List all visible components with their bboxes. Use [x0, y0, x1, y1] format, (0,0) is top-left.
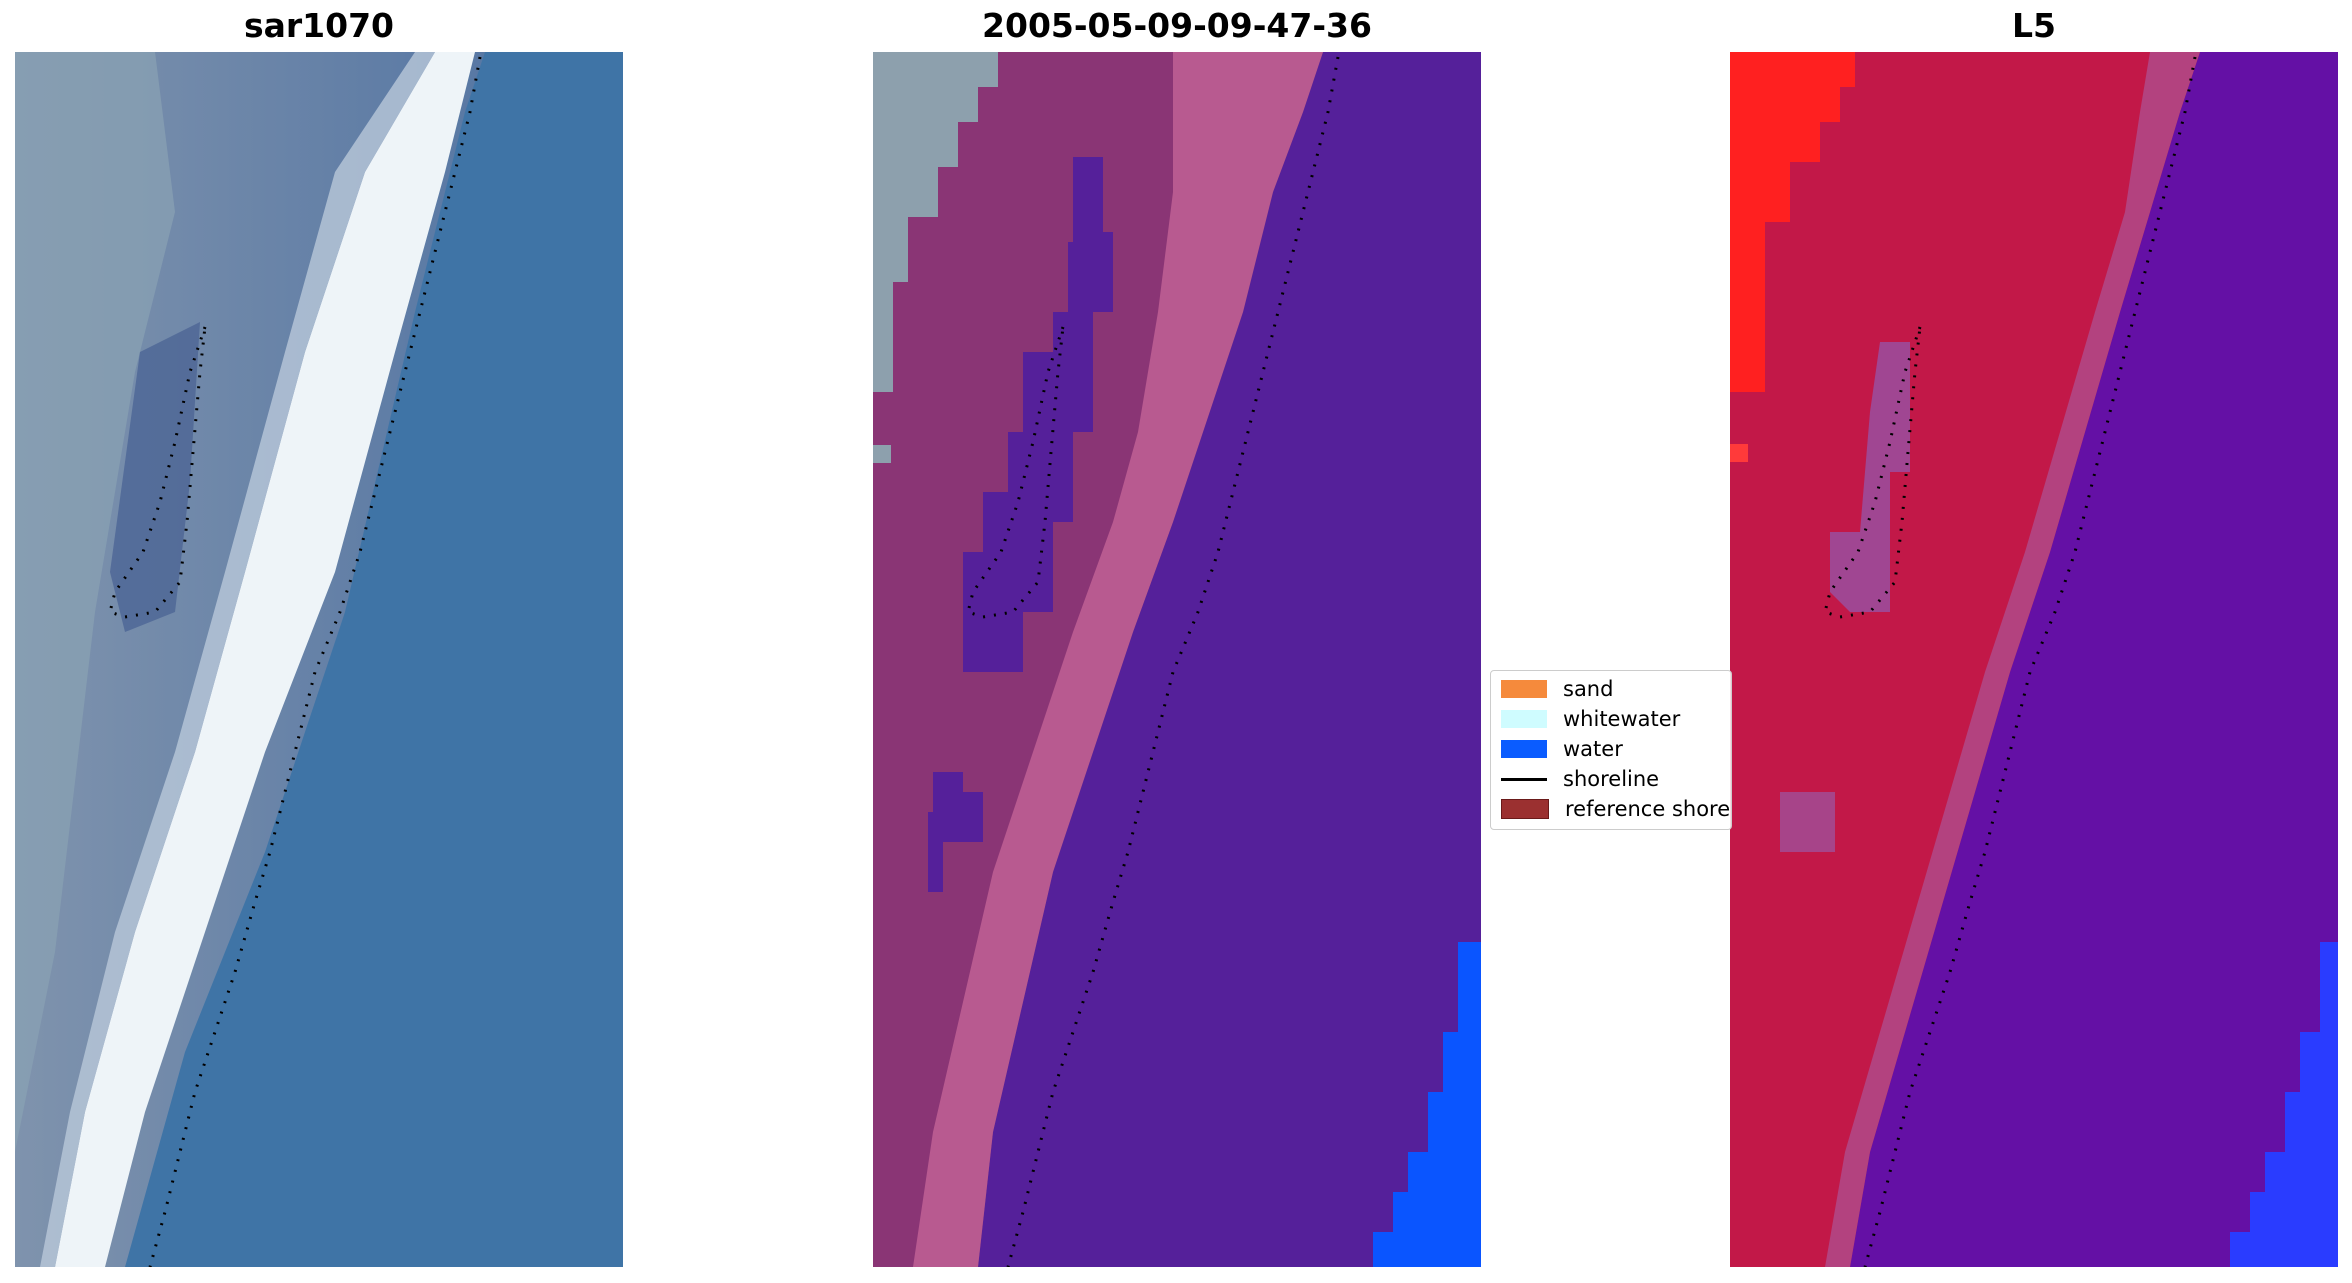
l5-image — [1730, 52, 2338, 1267]
legend-item-water: water — [1501, 737, 1623, 761]
legend-label-reference-shoreline: reference shoreline — [1565, 797, 1731, 821]
legend-item-shoreline: shoreline — [1501, 767, 1659, 791]
sar-image — [15, 52, 623, 1267]
classification-image — [873, 52, 1481, 1267]
panel-title-1: sar1070 — [243, 6, 395, 45]
water-swatch — [1501, 740, 1547, 758]
legend-item-reference-shoreline: reference shoreline — [1501, 797, 1731, 821]
legend-label-whitewater: whitewater — [1563, 707, 1681, 731]
l5-image-panel — [1730, 52, 2338, 1267]
legend-label-water: water — [1563, 737, 1623, 761]
legend-label-shoreline: shoreline — [1563, 767, 1660, 791]
reference-shoreline-swatch — [1501, 799, 1549, 819]
legend-item-sand: sand — [1501, 677, 1613, 701]
panel-title-2: 2005-05-09-09-47-36 — [982, 6, 1372, 45]
legend-item-whitewater: whitewater — [1501, 707, 1680, 731]
legend-label-sand: sand — [1563, 677, 1614, 701]
legend: sand whitewater water shoreline referenc… — [1490, 670, 1732, 830]
sar-image-panel — [15, 52, 623, 1267]
whitewater-swatch — [1501, 710, 1547, 728]
shoreline-line-swatch — [1501, 777, 1547, 781]
panel-title-3: L5 — [2012, 6, 2056, 45]
sand-swatch — [1501, 680, 1547, 698]
classification-panel — [873, 52, 1481, 1267]
